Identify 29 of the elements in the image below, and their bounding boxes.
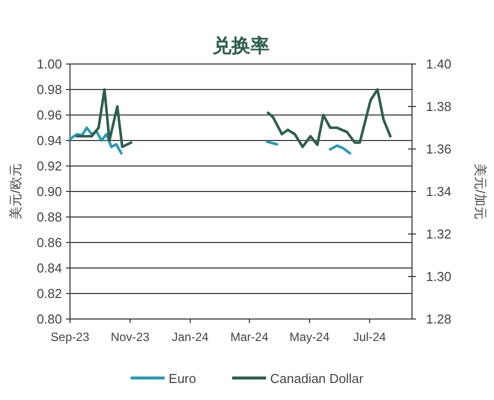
x-tick-label: Jul-24 xyxy=(353,330,386,344)
x-tick-label: Mar-24 xyxy=(230,330,269,344)
y2-tick-label: 1.40 xyxy=(426,56,452,72)
x-tick-label: Jan-24 xyxy=(172,330,209,344)
y2-tick-label: 1.38 xyxy=(426,99,452,114)
y-tick-label: 0.92 xyxy=(36,158,62,174)
chart-title: 兑换率 xyxy=(212,35,270,57)
y2-tick-label: 1.30 xyxy=(426,269,452,284)
x-tick-label: May-24 xyxy=(289,330,330,344)
y-tick-label: 0.80 xyxy=(36,312,62,326)
x-tick-label: Sep-23 xyxy=(50,330,90,344)
y2-tick-label: 1.36 xyxy=(426,142,452,156)
y-tick-label: 0.94 xyxy=(36,133,62,148)
y-tick-label: 0.84 xyxy=(36,260,62,276)
y-tick-label: 1.00 xyxy=(36,56,62,72)
y2-tick-label: 1.34 xyxy=(426,184,452,199)
y2-tick-label: 1.28 xyxy=(426,312,452,326)
x-tick-label: Nov-23 xyxy=(110,330,150,344)
y2-axis-title: 美元/加元 xyxy=(473,164,488,220)
y-tick-label: 0.88 xyxy=(36,210,62,224)
legend-label: Euro xyxy=(168,371,196,386)
y-tick-label: 0.98 xyxy=(36,82,62,97)
y2-tick-label: 1.32 xyxy=(426,226,452,242)
y-tick-label: 0.90 xyxy=(36,184,62,199)
y-tick-label: 0.86 xyxy=(36,235,62,250)
y-axis-title: 美元/欧元 xyxy=(8,164,23,220)
y-tick-label: 0.82 xyxy=(36,286,62,301)
legend-label: Canadian Dollar xyxy=(270,371,364,386)
y-tick-label: 0.96 xyxy=(36,108,62,122)
